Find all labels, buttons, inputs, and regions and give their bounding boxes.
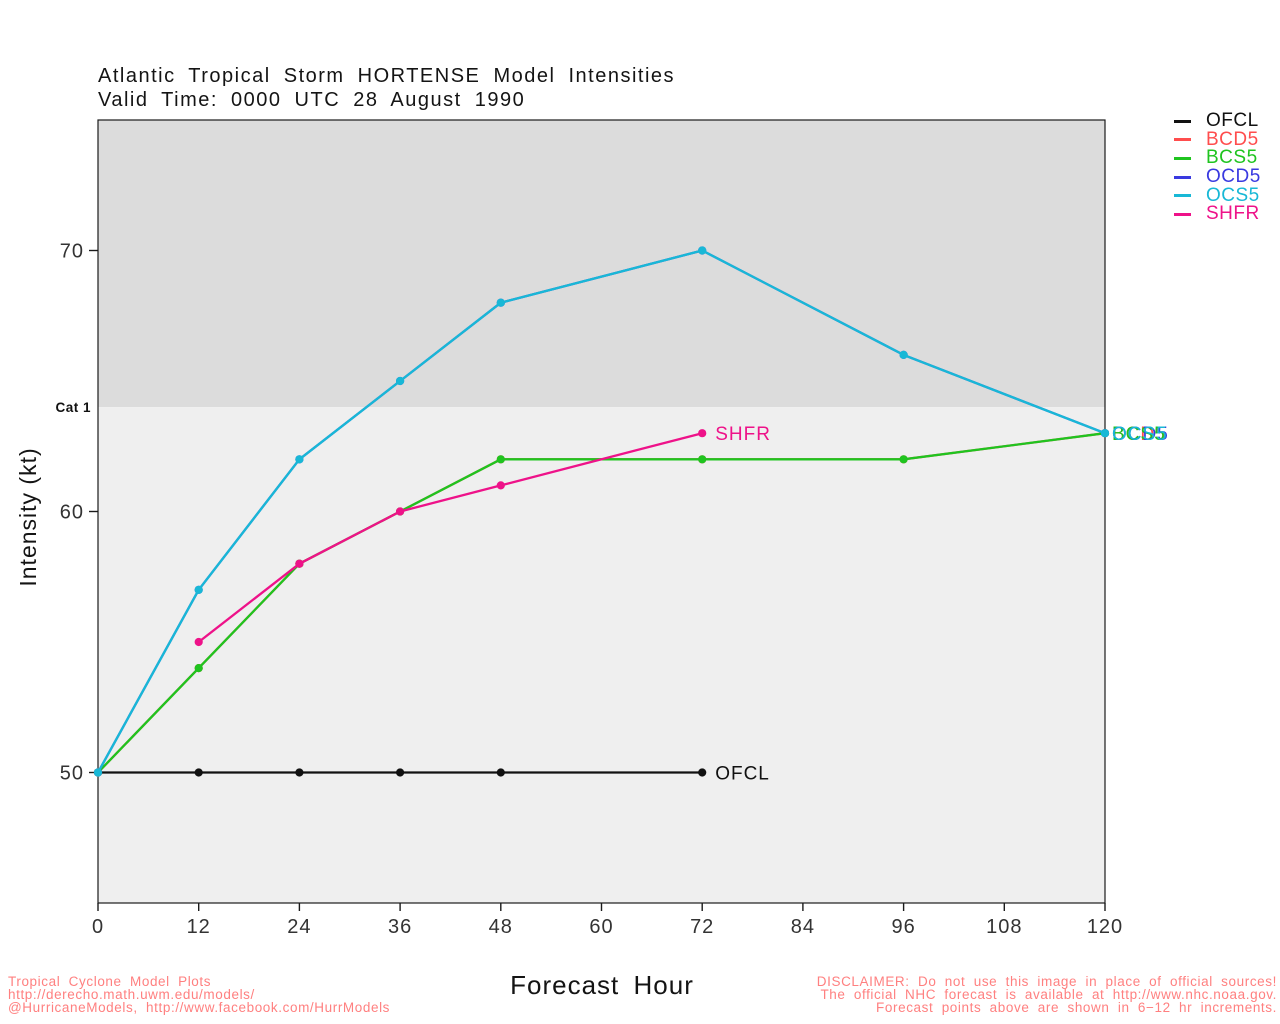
series-point-SHFR — [194, 637, 203, 647]
y-tick-label: 70 — [60, 241, 84, 263]
series-point-OFCL — [396, 768, 405, 777]
series-point-OCS5 — [1100, 429, 1110, 438]
series-point-OCS5 — [93, 768, 103, 777]
legend-item-OCS5: OCS5 — [1174, 186, 1261, 205]
legend-label-OCS5: OCS5 — [1206, 184, 1260, 206]
x-tick-label: 60 — [589, 916, 613, 938]
band-above-cat1 — [98, 120, 1105, 408]
x-tick-label: 24 — [287, 916, 311, 938]
disclaimer-increments: Forecast points above are shown in 6−12 … — [876, 1000, 1277, 1015]
series-point-OCS5 — [295, 455, 304, 464]
series-point-OCS5 — [899, 350, 908, 359]
legend-label-SHFR: SHFR — [1206, 203, 1260, 225]
credit-social: @HurricaneModels, http://www.facebook.co… — [8, 1000, 391, 1015]
chart-subtitle: Valid Time: 0000 UTC 28 August 1990 — [98, 89, 526, 111]
legend-item-OCD5: OCD5 — [1174, 166, 1261, 188]
series-point-OCS5 — [194, 585, 203, 594]
series-point-SHFR — [396, 507, 405, 516]
cat1-threshold-label: Cat 1 — [55, 400, 91, 415]
x-tick-label: 72 — [690, 916, 714, 938]
series-point-OFCL — [698, 768, 707, 777]
x-tick-label: 84 — [791, 916, 815, 938]
series-end-label-OFCL: OFCL — [715, 764, 770, 785]
x-tick-label: 108 — [986, 916, 1022, 938]
chart-title-block: Atlantic Tropical Storm HORTENSE Model I… — [98, 64, 675, 112]
x-tick-label: 96 — [891, 916, 915, 938]
legend: OFCL BCD5 BCS5 OCD5 OCS5 SHFR — [1174, 110, 1261, 225]
legend-swatch-BCS5 — [1174, 156, 1191, 160]
series-end-label-OCS5: OCS5 — [1112, 424, 1168, 445]
legend-item-SHFR: SHFR — [1174, 203, 1261, 225]
y-tick-label: 60 — [60, 502, 84, 524]
series-point-OFCL — [295, 768, 304, 777]
legend-label-OFCL: OFCL — [1206, 110, 1259, 132]
series-point-BCS5 — [698, 455, 707, 464]
x-tick-label: 12 — [187, 916, 211, 938]
legend-label-BCS5: BCS5 — [1206, 147, 1258, 169]
series-end-label-SHFR: SHFR — [715, 424, 771, 445]
disclaimer-text: DISCLAIMER: Do not use this image in pla… — [816, 974, 1277, 1015]
x-axis-title: Forecast Hour — [510, 970, 694, 1000]
series-point-SHFR — [698, 429, 707, 438]
series-point-BCS5 — [194, 664, 203, 673]
disclaimer-line: DISCLAIMER: Do not use this image in pla… — [816, 974, 1277, 989]
x-tick-label: 48 — [489, 916, 513, 938]
band-below-cat1 — [98, 407, 1105, 903]
series-point-OCS5 — [396, 376, 405, 386]
legend-swatch-OCS5 — [1174, 194, 1191, 198]
legend-label-OCD5: OCD5 — [1206, 166, 1261, 188]
series-point-OCS5 — [698, 246, 707, 255]
x-tick-label: 36 — [388, 916, 412, 938]
y-axis-title: Intensity (kt) — [15, 447, 41, 586]
legend-label-BCD5: BCD5 — [1206, 128, 1259, 150]
series-point-OCS5 — [496, 298, 505, 307]
credit-line: Tropical Cyclone Model Plots — [8, 974, 212, 989]
series-point-SHFR — [295, 559, 304, 568]
series-end-label-OCD5: OCD5 — [1112, 424, 1169, 445]
series-end-label-BCD5: BCD5 — [1112, 424, 1167, 445]
x-tick-label: 0 — [92, 916, 104, 938]
chart-title: Atlantic Tropical Storm HORTENSE Model I… — [98, 65, 676, 87]
legend-item-BCD5: BCD5 — [1174, 128, 1261, 150]
legend-item-OFCL: OFCL — [1174, 110, 1261, 132]
legend-swatch-BCD5 — [1174, 138, 1191, 142]
legend-item-BCS5: BCS5 — [1174, 147, 1261, 169]
series-point-BCS5 — [899, 455, 908, 464]
series-point-OFCL — [496, 768, 505, 777]
credit-text: Tropical Cyclone Model Plots http://dere… — [8, 974, 391, 1015]
legend-swatch-SHFR — [1174, 212, 1191, 216]
legend-swatch-OFCL — [1174, 119, 1191, 123]
series-point-OFCL — [194, 768, 203, 777]
series-end-label-BCS5: BCS5 — [1112, 424, 1166, 445]
credit-url: http://derecho.math.uwm.edu/models/ — [8, 987, 255, 1002]
x-tick-label: 120 — [1087, 916, 1123, 938]
disclaimer-nhc: The official NHC forecast is available a… — [820, 987, 1277, 1002]
series-line-OCS5 — [96, 249, 1106, 774]
legend-swatch-OCD5 — [1174, 175, 1191, 179]
series-line-BCS5 — [97, 432, 1106, 774]
series-point-BCS5 — [496, 455, 505, 464]
series-point-SHFR — [496, 481, 505, 490]
y-tick-label: 50 — [60, 763, 84, 785]
